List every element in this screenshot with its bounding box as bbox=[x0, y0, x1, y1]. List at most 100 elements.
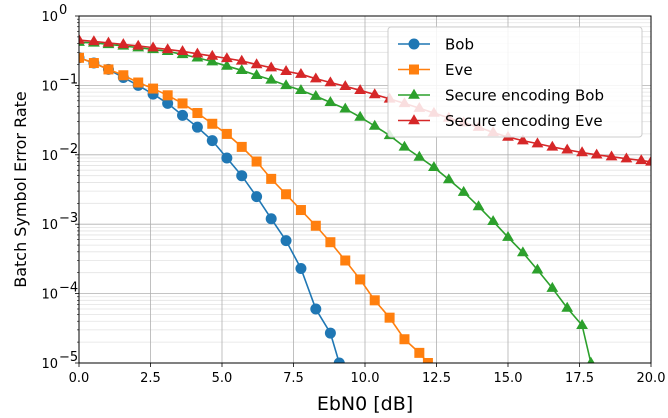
data-point bbox=[162, 90, 173, 101]
x-tick-label: 5.0 bbox=[212, 371, 233, 386]
data-point bbox=[457, 185, 470, 196]
x-axis: 0.0 2.5 5.0 7.5 10.0 12.5 15.0 17.5 20.0 bbox=[69, 363, 666, 386]
data-point bbox=[635, 154, 648, 165]
data-point bbox=[265, 213, 277, 225]
y-tick-exponent: −2 bbox=[59, 142, 78, 157]
data-point bbox=[295, 68, 307, 78]
data-point bbox=[102, 36, 115, 47]
data-point bbox=[220, 59, 233, 70]
data-point bbox=[576, 319, 588, 329]
data-point bbox=[79, 52, 84, 63]
data-point bbox=[206, 135, 218, 147]
data-point bbox=[87, 35, 100, 46]
data-point bbox=[368, 88, 381, 99]
data-point bbox=[206, 49, 219, 60]
legend-marker bbox=[408, 88, 420, 99]
x-tick-label: 2.5 bbox=[140, 371, 161, 386]
data-point bbox=[235, 64, 248, 75]
data-point bbox=[531, 137, 544, 148]
data-point bbox=[502, 230, 514, 241]
data-point bbox=[147, 41, 159, 52]
data-point bbox=[265, 73, 278, 84]
x-tick-label: 15.0 bbox=[494, 371, 523, 386]
data-point bbox=[472, 200, 485, 211]
data-point bbox=[414, 347, 425, 358]
data-point bbox=[295, 262, 307, 274]
data-point bbox=[132, 39, 145, 50]
data-point bbox=[251, 191, 263, 203]
series-line bbox=[79, 39, 651, 163]
y-tick-exponent: −3 bbox=[59, 211, 78, 226]
y-tick-label: 10 bbox=[41, 288, 58, 303]
x-tick-label: 10.0 bbox=[351, 371, 380, 386]
data-point bbox=[236, 170, 248, 182]
legend-marker bbox=[408, 114, 420, 125]
data-point bbox=[280, 79, 292, 90]
x-tick-label: 20.0 bbox=[637, 371, 666, 386]
data-point bbox=[413, 150, 426, 161]
series-1 bbox=[79, 52, 433, 363]
data-point bbox=[516, 134, 529, 145]
data-point bbox=[221, 152, 233, 164]
data-point bbox=[103, 64, 114, 75]
data-point bbox=[265, 61, 278, 72]
data-point bbox=[398, 140, 411, 151]
data-point bbox=[369, 295, 380, 306]
data-point bbox=[206, 55, 219, 66]
y-tick-label: 10 bbox=[41, 149, 58, 164]
data-point bbox=[368, 119, 381, 130]
data-point bbox=[442, 173, 455, 184]
legend-marker bbox=[409, 64, 419, 75]
data-point bbox=[192, 108, 203, 119]
y-tick-exponent: −4 bbox=[59, 281, 78, 296]
data-point bbox=[324, 327, 336, 339]
data-point bbox=[605, 150, 618, 161]
data-point bbox=[221, 128, 232, 139]
data-point bbox=[561, 143, 574, 154]
data-point bbox=[339, 102, 352, 113]
data-point bbox=[280, 65, 292, 75]
data-point bbox=[546, 140, 559, 151]
y-tick-label: 10 bbox=[41, 10, 58, 25]
data-point bbox=[148, 83, 159, 94]
y-tick-exponent: 0 bbox=[59, 3, 67, 18]
data-point bbox=[309, 89, 322, 100]
y-tick-exponent: −1 bbox=[59, 72, 78, 87]
data-point bbox=[118, 70, 129, 81]
data-point bbox=[487, 215, 500, 226]
y-tick-label: 10 bbox=[41, 357, 58, 372]
data-point bbox=[324, 96, 337, 107]
data-point bbox=[384, 312, 395, 323]
data-point bbox=[576, 146, 588, 157]
data-point bbox=[399, 334, 410, 345]
data-point bbox=[339, 80, 352, 91]
data-point bbox=[133, 77, 144, 88]
data-point bbox=[88, 58, 99, 69]
data-point bbox=[177, 109, 189, 121]
data-point bbox=[561, 301, 574, 312]
data-point bbox=[354, 110, 367, 121]
y-axis-label: Batch Symbol Error Rate bbox=[11, 91, 30, 288]
data-point bbox=[250, 58, 263, 69]
x-axis-label: EbN0 [dB] bbox=[317, 393, 413, 415]
data-point bbox=[310, 303, 322, 315]
data-point bbox=[354, 84, 367, 95]
data-point bbox=[250, 69, 263, 79]
data-point bbox=[162, 97, 174, 109]
data-point bbox=[295, 205, 306, 216]
data-point bbox=[117, 38, 130, 49]
plot-area bbox=[79, 33, 651, 363]
legend-label: Bob bbox=[445, 36, 474, 54]
data-point bbox=[516, 246, 529, 257]
data-point bbox=[546, 281, 559, 292]
data-point bbox=[531, 263, 544, 274]
data-point bbox=[333, 357, 345, 363]
data-point bbox=[176, 45, 189, 56]
legend-label: Secure encoding Bob bbox=[445, 87, 604, 105]
data-point bbox=[645, 155, 651, 166]
y-tick-exponent: −5 bbox=[59, 350, 78, 365]
y-tick-label: 10 bbox=[41, 218, 58, 233]
data-point bbox=[422, 358, 433, 363]
